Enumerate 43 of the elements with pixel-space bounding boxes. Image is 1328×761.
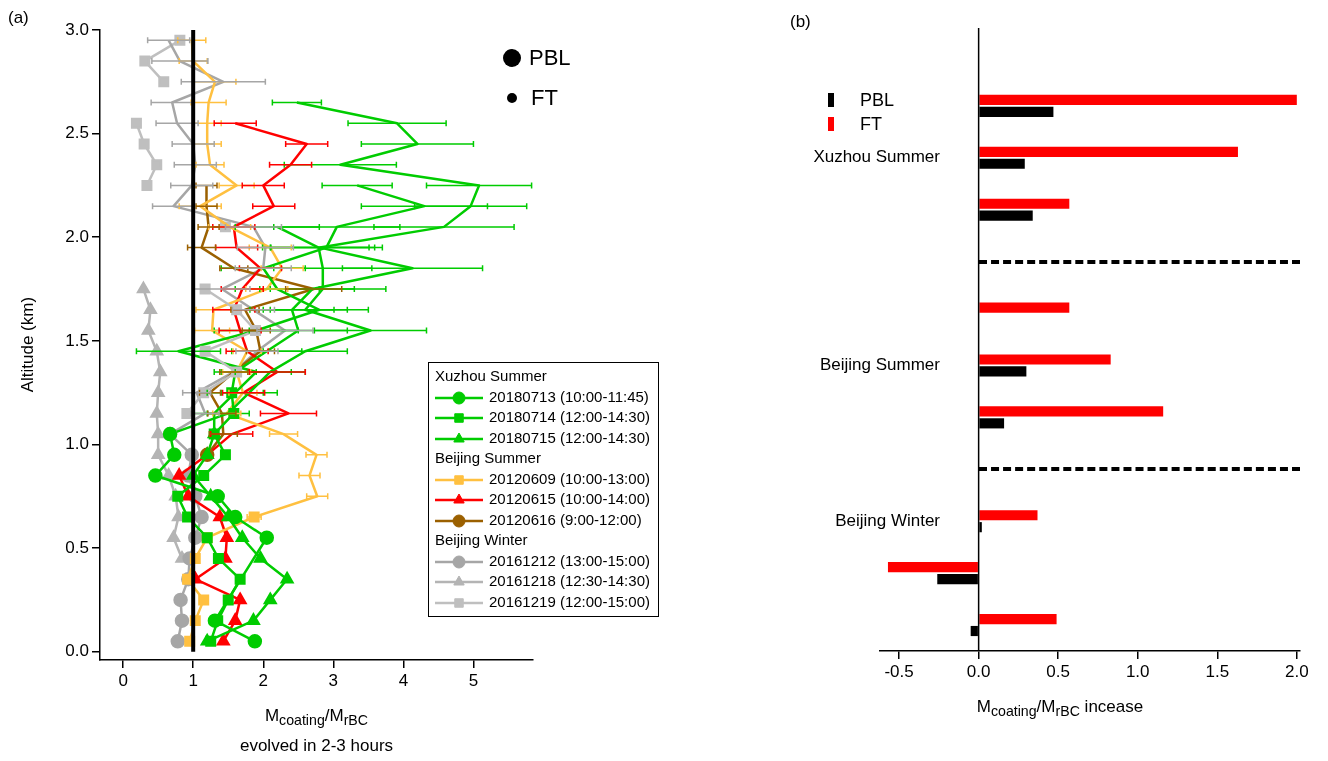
x-tick-label: 1.0 xyxy=(1125,661,1150,681)
legend-label: 20161218 (12:30-14:30) xyxy=(489,572,650,589)
legend-label: 20120615 (10:00-14:00) xyxy=(489,490,650,507)
y-tick-label: 3.0 xyxy=(65,19,89,39)
legend-label: 20180714 (12:00-14:30) xyxy=(489,408,650,425)
x-tick-label: 2.0 xyxy=(1285,661,1309,681)
legend-label: 20120616 (9:00-12:00) xyxy=(489,510,642,528)
y-tick-label: 1.5 xyxy=(65,330,89,350)
y-tick-label: Beijing Winter xyxy=(835,510,941,530)
annotation: Beijing Summer xyxy=(435,448,542,468)
annotation: FT xyxy=(531,85,558,111)
y-tick-label: Xuzhou Summer xyxy=(813,147,941,167)
legend-label: 20180715 (12:00-14:30) xyxy=(489,428,650,446)
x-tick-label: 0 xyxy=(118,670,128,690)
chart-title: (a) xyxy=(8,7,29,29)
y-tick-label: Beijing Summer xyxy=(820,355,941,375)
x-tick-label: 0.5 xyxy=(1046,661,1070,681)
annotation: Beijing Winter xyxy=(435,530,529,550)
x-tick-label: 2 xyxy=(258,670,268,690)
legend-label: 20120609 (10:00-13:00) xyxy=(489,469,650,487)
x-axis-title: M$_{coating}$/M$_{rBC}$ evolved in 2-3 hours xyxy=(238,705,395,758)
x-tick-label: 1.5 xyxy=(1205,661,1230,681)
legend-label: PBL xyxy=(860,90,895,110)
legend-label: FT xyxy=(860,114,882,134)
x-tick-label: 5 xyxy=(468,670,479,690)
annotation: Xuzhou Summer xyxy=(435,366,548,386)
x-tick-label: 3 xyxy=(328,670,339,690)
x-axis-title: M$_{coating}$/M$_{rBC}$ incease xyxy=(975,696,1145,722)
x-tick-label: 1 xyxy=(188,670,198,690)
legend-label: 20161219 (12:00-15:00) xyxy=(489,592,650,610)
chart-title: (b) xyxy=(790,11,811,33)
legend-label: 20180713 (10:00-11:45) xyxy=(489,387,649,405)
y-axis-title: Altitude (km) xyxy=(17,295,39,395)
y-tick-label: 0.0 xyxy=(65,641,89,661)
y-tick-label: 0.5 xyxy=(65,537,89,557)
y-tick-label: 2.5 xyxy=(65,123,89,143)
x-tick-label: 4 xyxy=(398,670,409,690)
x-tick-label: 0.0 xyxy=(966,661,991,681)
annotation: PBL xyxy=(529,45,571,71)
y-tick-label: 1.0 xyxy=(65,434,89,454)
y-tick-label: 2.0 xyxy=(65,226,89,246)
legend-label: 20161212 (13:00-15:00) xyxy=(489,551,650,569)
x-tick-label: -0.5 xyxy=(884,661,914,681)
